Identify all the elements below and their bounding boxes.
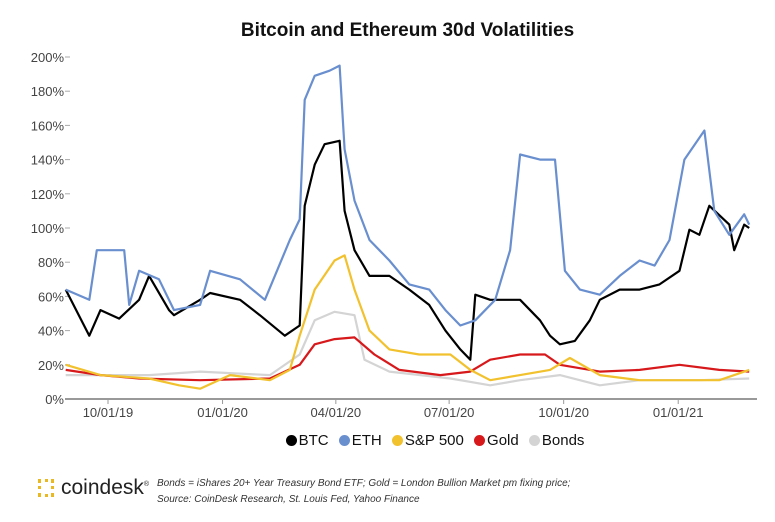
- legend-item-eth: ETH: [338, 432, 382, 449]
- y-tick-label: 20%: [38, 358, 64, 373]
- x-tick-label: 07/01/20: [424, 405, 475, 420]
- coindesk-logo-icon: [38, 479, 54, 497]
- series-line-eth: [65, 64, 751, 327]
- legend-label-bonds: Bonds: [541, 432, 585, 449]
- legend-item-bonds: Bonds: [528, 432, 585, 449]
- series-line-s-p-500: [65, 254, 750, 390]
- y-tick-label: 140%: [31, 153, 65, 168]
- footnote-definitions: Bonds = iShares 20+ Year Treasury Bond E…: [157, 478, 571, 489]
- footnotes: Bonds = iShares 20+ Year Treasury Bond E…: [157, 476, 570, 508]
- y-tick-label: 60%: [38, 289, 64, 304]
- x-tick-label: 04/01/20: [311, 405, 362, 420]
- y-tick-label: 0%: [45, 392, 64, 407]
- coindesk-logo-text: coindesk®: [61, 476, 150, 499]
- legend-label-btc: BTC: [298, 432, 329, 449]
- y-tick-label: 180%: [31, 84, 65, 99]
- series-line-btc: [64, 139, 750, 361]
- y-tick-label: 80%: [38, 255, 64, 270]
- y-tick-label: 100%: [31, 221, 65, 236]
- legend-marker-btc: [285, 435, 297, 446]
- y-tick-label: 40%: [38, 324, 64, 339]
- x-tick-label: 10/01/20: [538, 405, 589, 420]
- x-tick-label: 01/01/20: [197, 405, 248, 420]
- footnote-source: Source: CoinDesk Research, St. Louis Fed…: [157, 494, 420, 505]
- legend-item-gold: Gold: [474, 432, 519, 449]
- legend: BTC ETH S&P 500 Gold Bonds: [0, 432, 775, 449]
- chart-title: Bitcoin and Ethereum 30d Volatilities: [240, 20, 575, 41]
- x-tick-label: 01/01/21: [653, 405, 704, 420]
- legend-marker-sp500: [391, 435, 403, 446]
- legend-label-eth: ETH: [351, 432, 382, 449]
- legend-marker-eth: [338, 435, 350, 446]
- coindesk-logo: coindesk®: [38, 476, 149, 500]
- legend-label-sp500: S&P 500: [404, 432, 464, 449]
- y-tick-label: 200%: [31, 50, 65, 65]
- x-tick-label: 10/01/19: [83, 405, 134, 420]
- legend-item-sp500: S&P 500: [391, 432, 464, 449]
- legend-label-gold: Gold: [487, 432, 519, 449]
- legend-marker-bonds: [528, 435, 540, 446]
- y-tick-label: 160%: [31, 118, 65, 133]
- y-tick-label: 120%: [31, 187, 65, 202]
- series-line-bonds: [65, 310, 750, 387]
- legend-marker-gold: [474, 435, 486, 446]
- series-line-gold: [65, 336, 750, 382]
- legend-item-btc: BTC: [285, 432, 329, 449]
